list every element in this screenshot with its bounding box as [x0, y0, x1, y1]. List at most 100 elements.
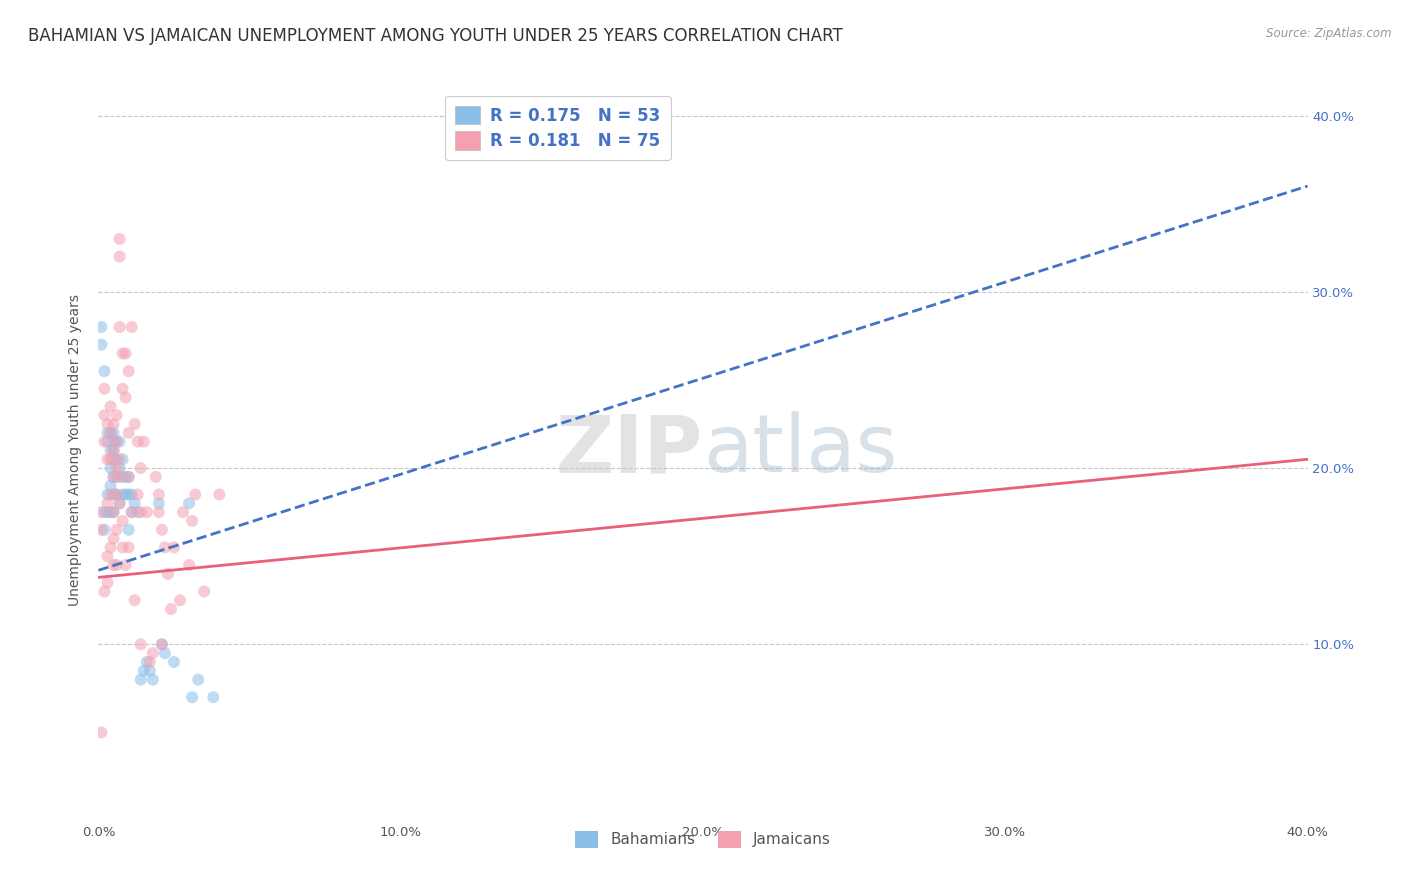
Point — [181, 514, 204, 528]
Point — [202, 690, 225, 705]
Point — [148, 505, 170, 519]
Point — [142, 673, 165, 687]
Point — [114, 346, 136, 360]
Point — [118, 541, 141, 555]
Point — [103, 470, 125, 484]
Point — [90, 523, 112, 537]
Point — [118, 487, 141, 501]
Point — [163, 655, 186, 669]
Point — [105, 461, 128, 475]
Point — [96, 434, 118, 449]
Point — [118, 470, 141, 484]
Point — [103, 487, 125, 501]
Point — [156, 566, 179, 581]
Point — [103, 558, 125, 572]
Point — [100, 461, 122, 475]
Point — [150, 637, 173, 651]
Point — [124, 417, 146, 431]
Point — [187, 673, 209, 687]
Point — [100, 425, 122, 440]
Point — [105, 452, 128, 467]
Point — [127, 434, 149, 449]
Point — [93, 408, 115, 422]
Point — [90, 320, 112, 334]
Point — [105, 523, 128, 537]
Point — [114, 558, 136, 572]
Point — [108, 320, 131, 334]
Point — [100, 487, 122, 501]
Point — [121, 505, 143, 519]
Point — [139, 655, 162, 669]
Point — [103, 425, 125, 440]
Point — [135, 505, 157, 519]
Point — [153, 646, 176, 660]
Point — [93, 434, 115, 449]
Point — [139, 664, 162, 678]
Point — [96, 425, 118, 440]
Point — [127, 487, 149, 501]
Point — [105, 487, 128, 501]
Point — [150, 637, 173, 651]
Point — [103, 417, 125, 431]
Point — [127, 505, 149, 519]
Point — [129, 637, 152, 651]
Point — [118, 364, 141, 378]
Point — [108, 470, 131, 484]
Point — [108, 461, 131, 475]
Point — [132, 434, 155, 449]
Point — [145, 470, 167, 484]
Point — [100, 541, 122, 555]
Point — [105, 487, 128, 501]
Point — [108, 452, 131, 467]
Point — [129, 461, 152, 475]
Point — [105, 470, 128, 484]
Point — [108, 434, 131, 449]
Point — [150, 523, 173, 537]
Point — [184, 487, 207, 501]
Point — [118, 470, 141, 484]
Point — [103, 470, 125, 484]
Point — [179, 496, 201, 510]
Point — [121, 505, 143, 519]
Point — [118, 523, 141, 537]
Point — [111, 346, 134, 360]
Point — [96, 417, 118, 431]
Point — [103, 532, 125, 546]
Point — [163, 541, 186, 555]
Point — [100, 505, 122, 519]
Point — [108, 232, 131, 246]
Point — [132, 664, 155, 678]
Text: BAHAMIAN VS JAMAICAN UNEMPLOYMENT AMONG YOUTH UNDER 25 YEARS CORRELATION CHART: BAHAMIAN VS JAMAICAN UNEMPLOYMENT AMONG … — [28, 27, 842, 45]
Text: Source: ZipAtlas.com: Source: ZipAtlas.com — [1267, 27, 1392, 40]
Point — [172, 505, 194, 519]
Point — [179, 558, 201, 572]
Point — [114, 391, 136, 405]
Point — [105, 558, 128, 572]
Point — [121, 320, 143, 334]
Point — [193, 584, 215, 599]
Point — [129, 673, 152, 687]
Point — [100, 479, 122, 493]
Point — [108, 496, 131, 510]
Point — [111, 452, 134, 467]
Point — [124, 593, 146, 607]
Point — [111, 541, 134, 555]
Point — [148, 496, 170, 510]
Point — [100, 425, 122, 440]
Point — [111, 487, 134, 501]
Point — [114, 470, 136, 484]
Text: ZIP: ZIP — [555, 411, 703, 490]
Point — [103, 443, 125, 458]
Point — [103, 505, 125, 519]
Legend: Bahamians, Jamaicans: Bahamians, Jamaicans — [569, 825, 837, 854]
Point — [118, 425, 141, 440]
Point — [153, 541, 176, 555]
Point — [93, 523, 115, 537]
Point — [108, 250, 131, 264]
Point — [135, 655, 157, 669]
Point — [100, 452, 122, 467]
Point — [93, 364, 115, 378]
Point — [111, 470, 134, 484]
Point — [208, 487, 231, 501]
Point — [96, 496, 118, 510]
